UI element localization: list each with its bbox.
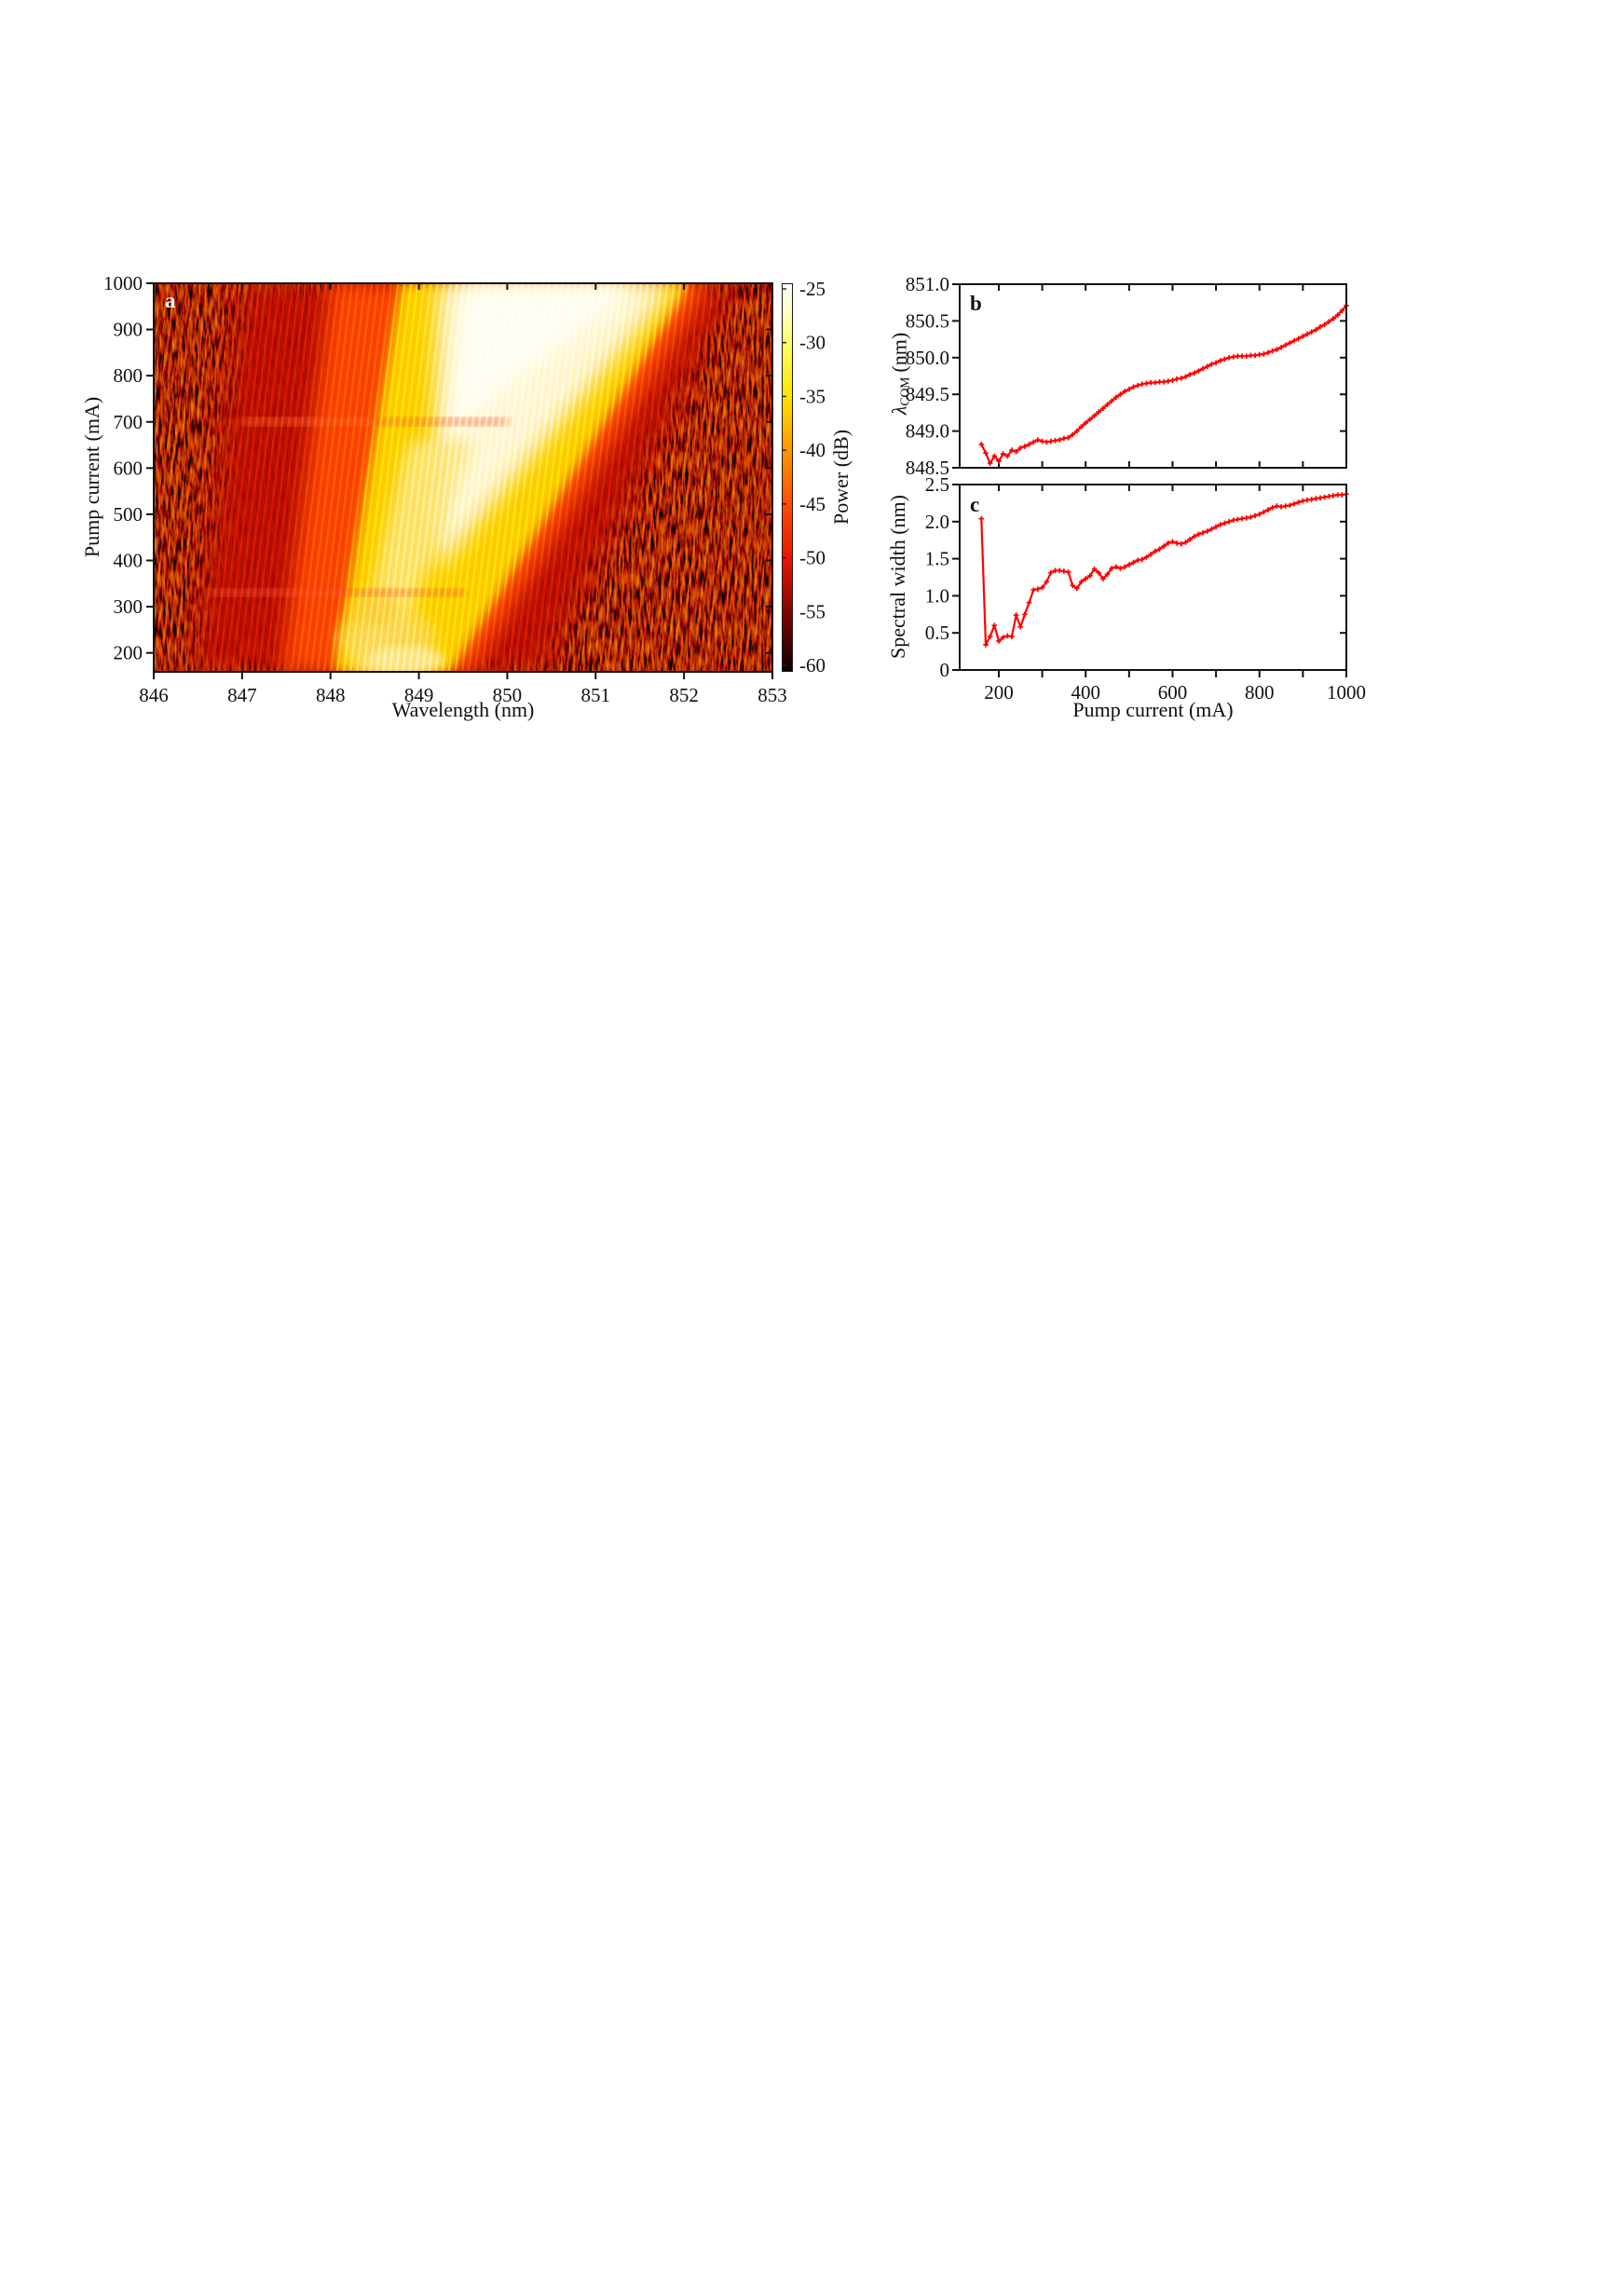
svg-text:-45: -45	[799, 493, 826, 515]
panel-a-letter: a	[165, 289, 176, 312]
svg-text:300: 300	[114, 595, 143, 618]
svg-text:-30: -30	[799, 332, 826, 354]
svg-text:-55: -55	[799, 600, 826, 622]
svg-text:600: 600	[114, 457, 143, 479]
svg-text:700: 700	[114, 411, 143, 433]
panel-c-y-axis-title: Spectral width (nm)	[886, 495, 909, 659]
svg-text:0: 0	[940, 659, 950, 681]
svg-text:-35: -35	[799, 385, 826, 407]
lambda-subscript: COM	[897, 376, 912, 406]
svg-text:200: 200	[114, 642, 143, 664]
svg-text:-40: -40	[799, 439, 826, 461]
lambda-unit: (nm)	[887, 332, 911, 373]
colorbar-title: Power (dB)	[829, 429, 853, 526]
svg-text:800: 800	[114, 364, 143, 387]
svg-text:1.5: 1.5	[925, 548, 949, 570]
svg-text:-25: -25	[799, 278, 826, 300]
panel-a-x-axis-title: Wavelength (nm)	[391, 698, 535, 721]
svg-text:849.0: 849.0	[906, 420, 949, 443]
panel-b-letter: b	[970, 292, 982, 315]
svg-text:0.5: 0.5	[925, 622, 949, 644]
svg-text:850.5: 850.5	[906, 309, 949, 332]
svg-text:2.0: 2.0	[925, 511, 949, 533]
panel-c-letter: c	[970, 493, 980, 516]
svg-text:851.0: 851.0	[906, 273, 949, 295]
svg-text:1.0: 1.0	[925, 584, 949, 607]
svg-text:848.5: 848.5	[906, 457, 949, 479]
panel-c-x-axis-title: Pump current (mA)	[1072, 698, 1234, 721]
svg-text:1000: 1000	[103, 272, 143, 294]
lambda-symbol: λ	[887, 405, 911, 416]
svg-text:400: 400	[114, 550, 143, 572]
panel-a-y-axis-title: Pump current (mA)	[80, 396, 103, 558]
svg-text:2.5: 2.5	[925, 473, 949, 496]
panel-b-y-axis-title: λCOM (nm)	[887, 333, 912, 415]
heatmap-panel	[154, 283, 772, 672]
spectral-map-art	[154, 283, 772, 672]
svg-text:500: 500	[114, 503, 143, 526]
svg-text:-60: -60	[799, 654, 826, 676]
svg-text:-50: -50	[799, 547, 826, 569]
svg-text:900: 900	[114, 319, 143, 341]
colorbar-gradient	[782, 283, 793, 672]
